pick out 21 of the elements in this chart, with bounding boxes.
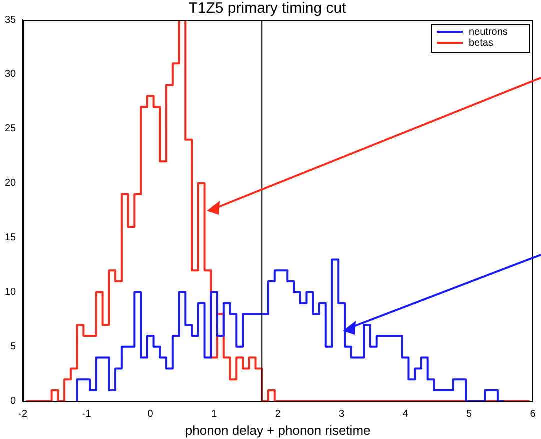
- y-tick-label: 5: [10, 342, 17, 353]
- x-axis-title: phonon delay + phonon risetime: [185, 422, 371, 438]
- x-tick-label: -2: [18, 409, 28, 420]
- y-tick-label: 10: [5, 287, 17, 298]
- y-tick-label: 35: [5, 14, 17, 26]
- legend-label: betas: [469, 38, 494, 49]
- y-tick-label: 15: [5, 232, 17, 244]
- x-tick-label: 1: [212, 409, 218, 420]
- x-tick-label: 5: [466, 409, 472, 420]
- x-tick-label: 0: [148, 409, 154, 420]
- x-tick-label: -1: [82, 409, 92, 420]
- chart-title: T1Z5 primary timing cut: [188, 0, 348, 18]
- x-tick-label: 2: [275, 409, 282, 420]
- y-tick-label: 30: [5, 69, 17, 80]
- y-tick-label: 0: [10, 396, 17, 408]
- y-tick-label: 25: [5, 124, 17, 135]
- x-tick-label: 6: [530, 409, 536, 420]
- x-tick-label: 4: [402, 409, 409, 420]
- legend-label: neutrons: [469, 26, 508, 38]
- y-tick-label: 20: [5, 178, 17, 190]
- x-tick-label: 3: [339, 409, 346, 420]
